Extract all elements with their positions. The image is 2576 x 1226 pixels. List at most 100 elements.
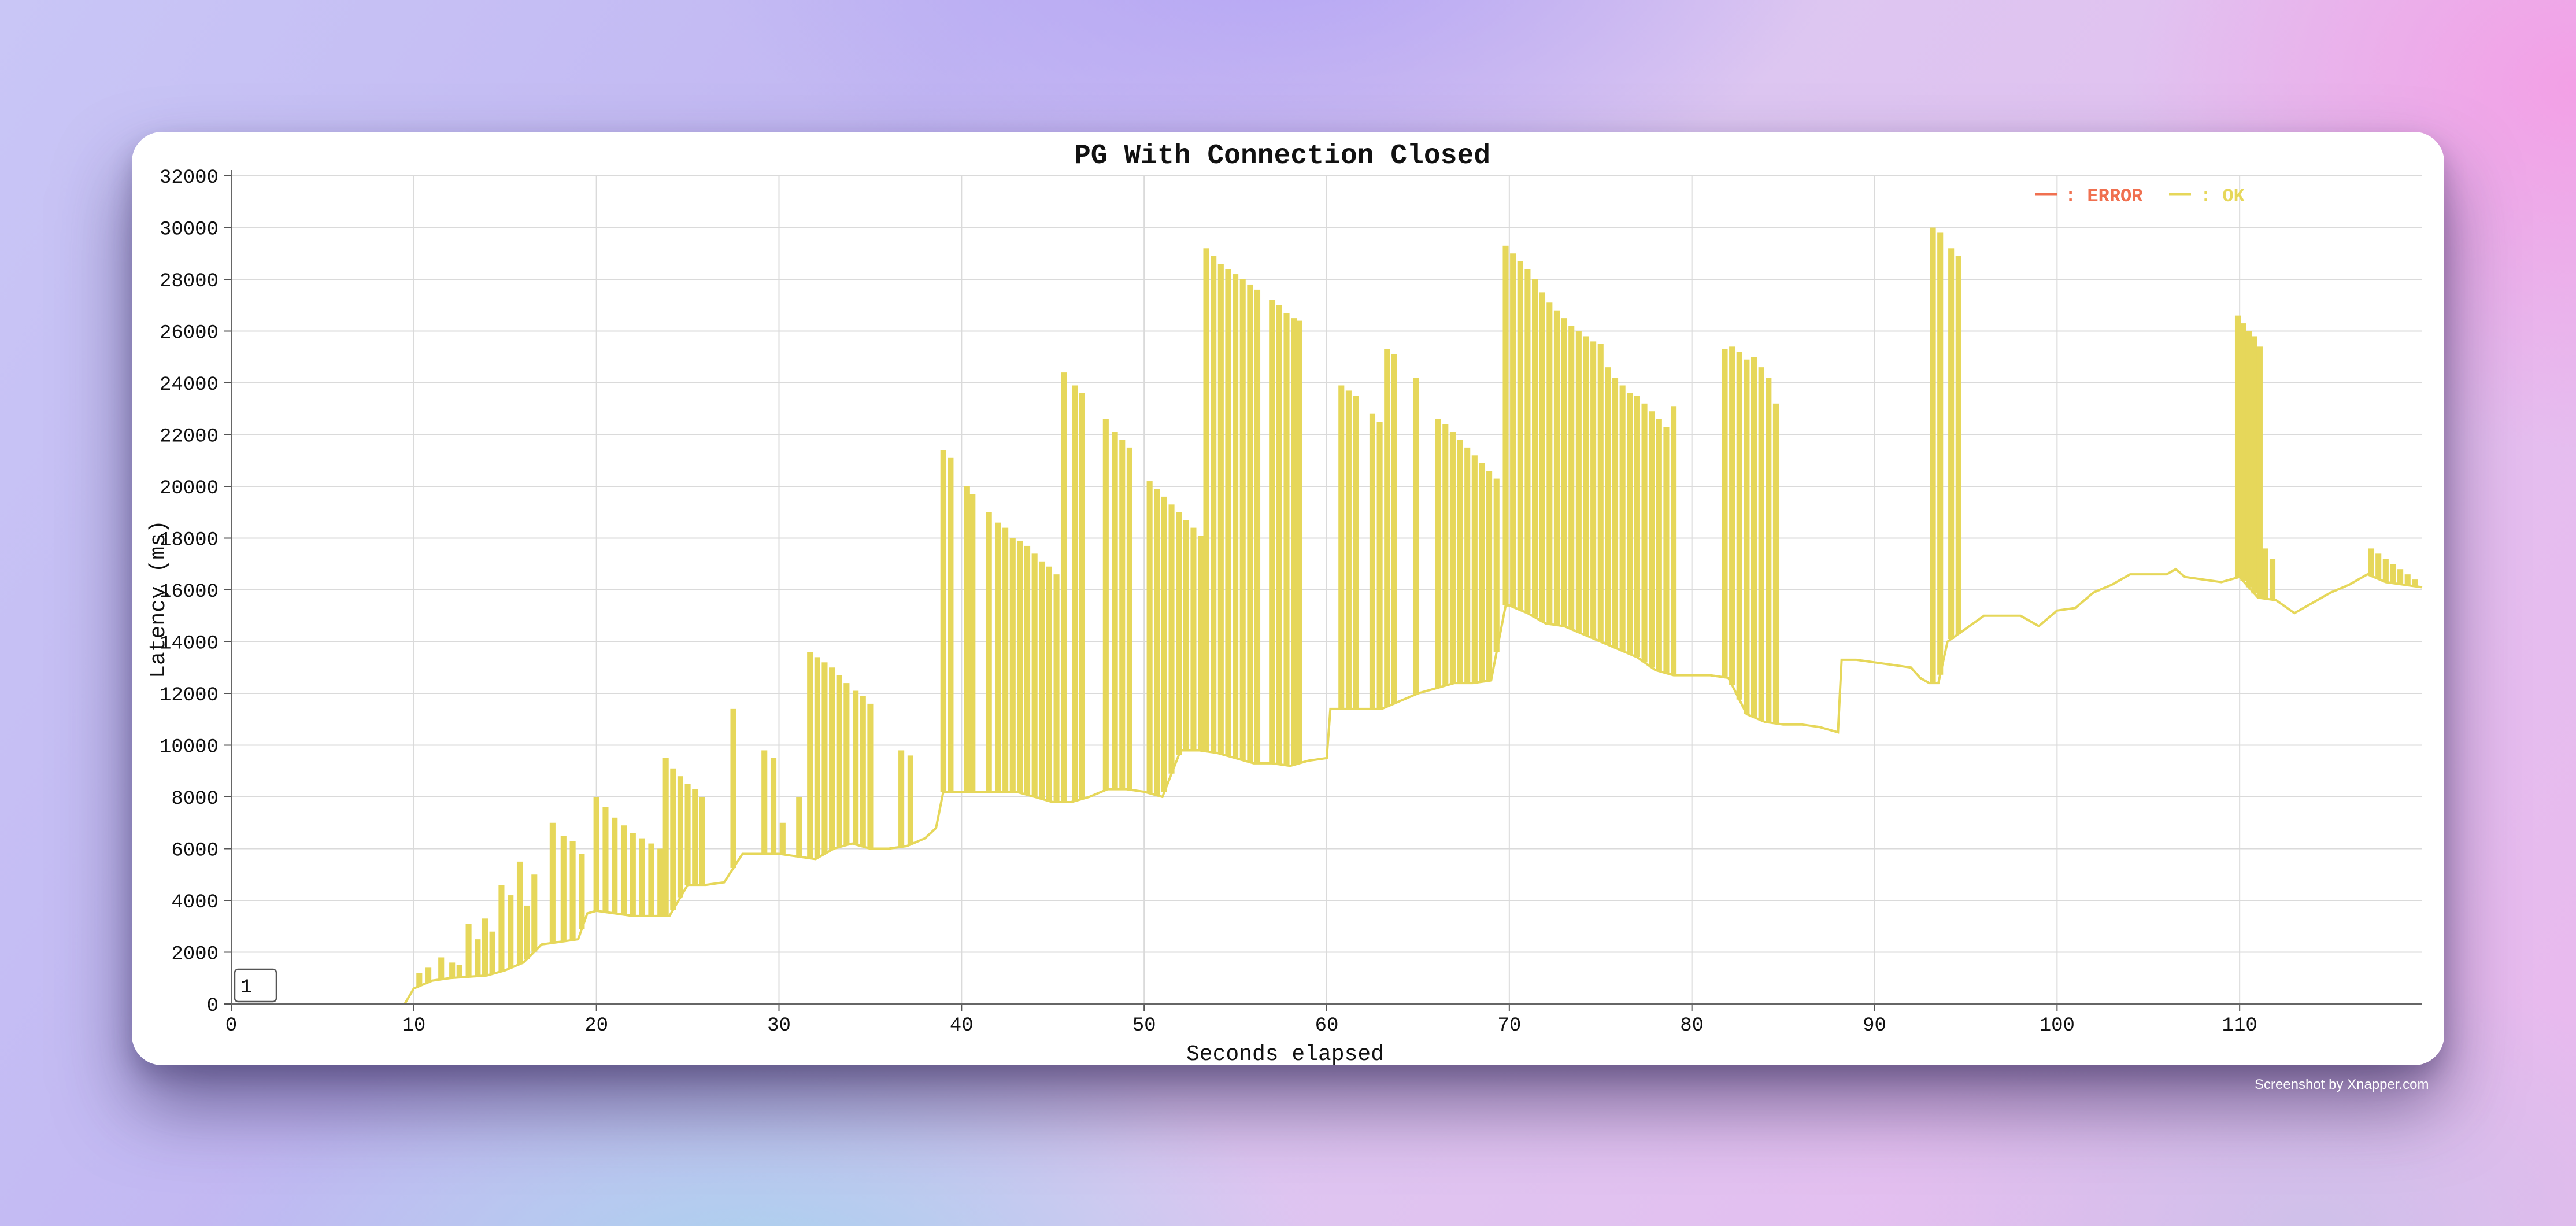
ok-spike xyxy=(1079,393,1085,799)
ok-spike xyxy=(1750,357,1757,718)
ok-spike xyxy=(1612,378,1619,648)
ok-spike xyxy=(670,768,676,910)
ok-spike xyxy=(1269,300,1275,763)
y-tick-label: 10000 xyxy=(160,737,219,759)
ok-spike xyxy=(508,895,514,968)
zoom-input-value[interactable]: 1 xyxy=(240,977,252,999)
ok-spike xyxy=(2390,564,2396,584)
ok-spike xyxy=(1031,553,1038,797)
ok-spike xyxy=(456,965,462,978)
ok-spike xyxy=(814,657,820,858)
ok-spike xyxy=(416,973,423,987)
ok-spike xyxy=(2251,336,2257,594)
ok-spike xyxy=(836,675,842,847)
ok-spike xyxy=(1247,284,1253,763)
ok-spike xyxy=(549,822,556,943)
ok-spike xyxy=(657,848,664,916)
legend-ok-label: : OK xyxy=(2200,186,2245,207)
ok-spike xyxy=(602,807,609,913)
ok-spike xyxy=(1384,349,1390,707)
ok-spike xyxy=(516,861,523,965)
ok-spike xyxy=(1590,341,1597,639)
y-tick-label: 22000 xyxy=(160,426,219,448)
chart-title: PG With Connection Closed xyxy=(1074,141,1490,172)
ok-spike xyxy=(860,696,866,847)
ok-spike xyxy=(770,758,777,854)
ok-spike xyxy=(1119,440,1126,789)
ok-spike xyxy=(465,924,472,977)
ok-spike xyxy=(1283,313,1290,766)
legend-error-label: : ERROR xyxy=(2065,186,2143,207)
ok-spike xyxy=(1369,413,1376,709)
ok-spike xyxy=(1203,248,1209,752)
y-tick-label: 16000 xyxy=(160,581,219,603)
y-tick-label: 30000 xyxy=(160,219,219,241)
ok-spike xyxy=(1217,264,1224,754)
axes: 0200040006000800010000120001400016000180… xyxy=(160,167,2422,1037)
zoom-input[interactable]: 1 xyxy=(234,968,277,1003)
y-tick-label: 24000 xyxy=(160,374,219,396)
ok-spike xyxy=(2397,569,2404,585)
ok-spike xyxy=(1353,396,1359,709)
x-tick-label: 50 xyxy=(1132,1015,1156,1037)
ok-spike xyxy=(593,797,599,911)
ok-spike xyxy=(1955,256,1961,634)
ok-spike xyxy=(630,833,636,916)
ok-spike xyxy=(1168,504,1175,774)
ok-spike xyxy=(524,905,530,959)
ok-spike xyxy=(1002,527,1009,792)
y-tick-label: 6000 xyxy=(171,840,219,862)
ok-spike xyxy=(1561,318,1567,626)
ok-spike xyxy=(2412,579,2418,586)
y-tick-label: 18000 xyxy=(160,530,219,552)
ok-spike xyxy=(620,825,627,915)
ok-spike xyxy=(1198,536,1204,751)
ok-spike xyxy=(1061,372,1067,802)
y-tick-label: 0 xyxy=(207,995,219,1017)
x-tick-label: 80 xyxy=(1680,1015,1704,1037)
ok-spike xyxy=(1583,336,1589,636)
y-tick-label: 20000 xyxy=(160,478,219,500)
ok-spike xyxy=(1605,367,1611,645)
y-tick-label: 26000 xyxy=(160,323,219,345)
y-tick-label: 14000 xyxy=(160,633,219,655)
ok-spike xyxy=(1729,346,1735,685)
ok-spike xyxy=(1225,269,1231,756)
ok-spike xyxy=(1239,279,1246,760)
ok-spike xyxy=(1517,261,1523,610)
ok-spike xyxy=(648,843,654,916)
ok-spike xyxy=(1276,305,1282,765)
ok-spike xyxy=(1435,419,1441,688)
ok-spike xyxy=(1053,574,1060,802)
plot-area xyxy=(231,227,2423,1005)
x-axis-label: Seconds elapsed xyxy=(1186,1042,1384,1065)
ok-spike xyxy=(531,874,538,952)
x-tick-label: 60 xyxy=(1315,1015,1339,1037)
ok-spike xyxy=(1017,540,1023,793)
ok-spike xyxy=(1619,385,1626,651)
chart-window: PG With Connection Closed 0 2000 4000 6000 8… xyxy=(132,132,2444,1065)
ok-spike xyxy=(1126,447,1132,790)
ok-spike xyxy=(843,683,850,845)
ok-spike xyxy=(1948,248,1955,640)
ok-spike xyxy=(1338,385,1345,709)
y-tick-label: 32000 xyxy=(160,167,219,189)
ok-spike xyxy=(1510,253,1516,607)
ok-spike xyxy=(1112,432,1118,789)
x-tick-label: 10 xyxy=(402,1015,425,1037)
ok-spike xyxy=(1233,274,1239,758)
ok-spike xyxy=(907,755,913,845)
ok-spike xyxy=(1937,232,1944,675)
ok-spike xyxy=(2382,559,2389,582)
x-tick-label: 40 xyxy=(950,1015,974,1037)
ok-spike xyxy=(1546,302,1553,625)
ok-spike xyxy=(1039,561,1045,799)
ok-spike xyxy=(1671,406,1677,675)
ok-spike xyxy=(1663,427,1670,674)
ok-spike xyxy=(1575,331,1582,633)
ok-spike xyxy=(1627,393,1633,654)
ok-spike xyxy=(2375,553,2382,579)
ok-spike xyxy=(699,797,705,885)
ok-spike xyxy=(829,667,835,850)
ok-spike xyxy=(948,457,954,792)
